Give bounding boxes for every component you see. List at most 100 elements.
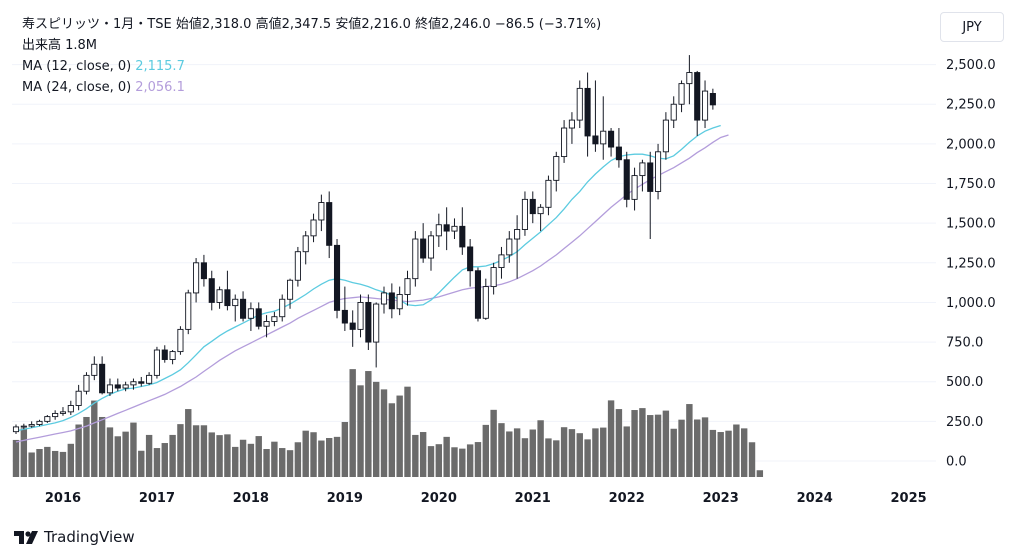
y-tick-label: 750.0: [946, 336, 983, 351]
volume-bar: [686, 404, 693, 477]
currency-button[interactable]: JPY: [940, 12, 1004, 42]
legend-title-row: 寿スピリッツ・1月・TSE 始値2,318.0 高値2,347.5 安値2,21…: [22, 14, 601, 35]
ma12-legend[interactable]: MA (12, close, 0) 2,115.7: [22, 56, 601, 77]
x-tick-label: 2024: [797, 491, 833, 506]
volume-bar: [372, 381, 380, 477]
volume-bar: [482, 424, 489, 477]
price-axis[interactable]: 2,500.0 2,250.0 2,000.0 1,750.0 1,500.0 1,250…: [946, 58, 996, 469]
candle: [91, 356, 98, 381]
candle: [20, 423, 27, 430]
volume-bar: [427, 446, 435, 477]
volume-bar: [396, 395, 403, 477]
candle: [584, 72, 591, 157]
candle-body: [655, 151, 662, 192]
candle-body: [686, 72, 693, 85]
volume-legend: 出来高 1.8M: [22, 38, 98, 53]
candle: [529, 191, 536, 224]
y-tick-label: 1,750.0: [946, 177, 996, 192]
volume-bar: [756, 470, 764, 477]
y-tick-label: 250.0: [946, 415, 983, 430]
volume-bar: [380, 389, 388, 477]
volume-bar: [623, 426, 630, 477]
candle: [169, 350, 176, 365]
candle-body: [427, 235, 435, 259]
volume-bar: [75, 424, 82, 477]
volume-bar: [694, 419, 701, 477]
candle: [608, 128, 615, 157]
candle-body: [498, 254, 505, 269]
candle-body: [709, 93, 716, 106]
volume-bar: [83, 416, 90, 477]
volume-bar: [138, 450, 145, 477]
candle: [75, 384, 82, 411]
candle-body: [647, 162, 654, 192]
candle-body: [380, 292, 388, 305]
candle: [208, 270, 215, 311]
candle-body: [576, 87, 583, 121]
volume-bar: [263, 449, 270, 477]
ma24-legend[interactable]: MA (24, close, 0) 2,056.1: [22, 77, 601, 98]
volume-bar: [279, 448, 286, 477]
candle-body: [146, 374, 153, 384]
candle-body: [208, 278, 215, 303]
candle: [561, 120, 568, 163]
candle-body: [271, 316, 278, 322]
y-tick-label: 2,250.0: [946, 98, 996, 113]
candle-body: [678, 83, 685, 105]
candle: [701, 80, 709, 129]
volume-bar: [349, 369, 356, 477]
time-axis[interactable]: 2016 2017 2018 2019 2020 2021 2022 2023 2024 2025: [45, 491, 927, 506]
candle-body: [28, 424, 35, 427]
candle: [498, 246, 505, 279]
candle: [474, 267, 482, 322]
volume-bar: [145, 434, 153, 477]
candle: [435, 213, 442, 247]
candle: [83, 372, 90, 395]
candle: [686, 55, 693, 105]
volume-bar: [59, 451, 67, 477]
candle: [263, 315, 270, 338]
volume-bar: [592, 428, 599, 477]
candle: [365, 294, 372, 351]
candle-body: [341, 309, 348, 324]
brand-name: TradingView: [44, 528, 135, 546]
volume-bar: [725, 430, 732, 477]
price-chart[interactable]: 2,500.0 2,250.0 2,000.0 1,750.0 1,500.0 1,250…: [0, 0, 1024, 520]
candle: [639, 159, 646, 192]
candle: [279, 294, 286, 322]
candle-body: [310, 219, 317, 237]
candle-body: [193, 262, 200, 294]
chart-grid: [12, 64, 936, 462]
volume-bar: [678, 419, 685, 477]
candle-body: [373, 303, 380, 343]
candle-body: [553, 156, 560, 181]
candle-body: [600, 130, 607, 145]
candle: [294, 246, 301, 287]
candle: [114, 378, 121, 392]
candle-body: [521, 198, 528, 230]
volume-bar: [521, 438, 529, 477]
candle: [709, 88, 716, 110]
candle-body: [185, 292, 192, 330]
tradingview-brand[interactable]: TradingView: [14, 528, 135, 546]
volume-bar: [545, 438, 552, 477]
candle: [662, 112, 669, 160]
ma24-label: MA (24, close, 0): [22, 80, 132, 95]
candle: [553, 151, 560, 192]
candle-body: [224, 289, 231, 307]
candle: [568, 112, 575, 144]
candle-body: [561, 127, 568, 158]
volume-bar: [474, 442, 482, 477]
volume-bar: [192, 425, 200, 477]
volume-bar: [701, 417, 709, 477]
volume-bar: [232, 446, 239, 477]
candle-body: [701, 90, 709, 121]
candle-body: [326, 202, 333, 246]
candle: [271, 311, 278, 327]
volume-bar: [271, 441, 278, 477]
volume-bar: [412, 434, 419, 477]
candle-body: [474, 270, 482, 319]
candle-body: [169, 351, 176, 360]
volume-bar: [529, 429, 536, 477]
candle: [678, 80, 685, 113]
